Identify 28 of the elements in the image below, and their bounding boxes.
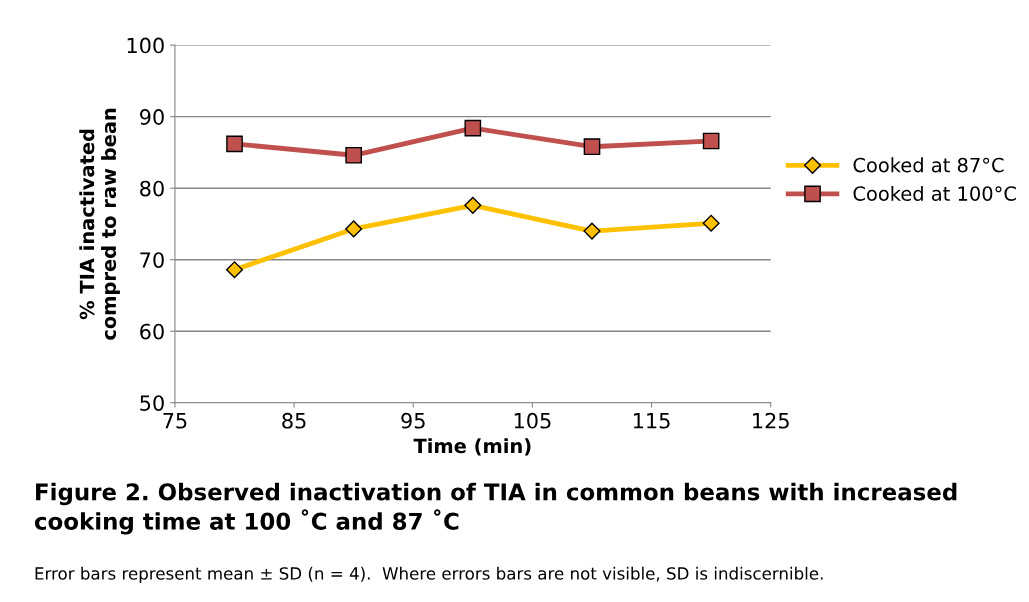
x-tick-label: 85: [282, 412, 306, 429]
point: [702, 132, 720, 150]
point: [583, 222, 601, 240]
y-tick-label: 80: [140, 180, 164, 197]
legend-label: Cooked at 87°C: [853, 157, 1004, 173]
point: [583, 138, 601, 156]
legend-label: Cooked at 100°C: [853, 185, 1016, 201]
x-tick-label: 95: [401, 412, 425, 429]
text: Error bars represent mean ± SD (n = 4). Where errors bars are not visible, SD is indiscernible.: [35, 566, 823, 583]
point: [226, 135, 243, 153]
y-axis-title: % TIA inactivated compred to raw bean: [79, 108, 120, 340]
y-tick-label: 100: [127, 37, 164, 54]
text: Figure 2. Observed inactivation of TIA in common beans with increased cooking time at 100 ˚C and 87 ˚C: [34, 482, 957, 535]
point: [702, 214, 720, 232]
x-tick-label: 105: [514, 412, 551, 429]
x-axis-title: Time (min): [413, 438, 531, 456]
point: [464, 196, 482, 214]
point: [345, 146, 363, 164]
y-tick-label: 70: [140, 252, 164, 268]
x-tick-label: 115: [633, 413, 670, 429]
x-tick-label: 75: [163, 413, 187, 429]
point: [345, 220, 363, 238]
x-tick-label: 125: [753, 412, 789, 429]
y-tick-label: 90: [140, 109, 164, 125]
point: [225, 261, 244, 279]
y-tick-label: 50: [140, 395, 164, 411]
point: [464, 119, 482, 137]
y-tick-label: 60: [140, 323, 164, 340]
